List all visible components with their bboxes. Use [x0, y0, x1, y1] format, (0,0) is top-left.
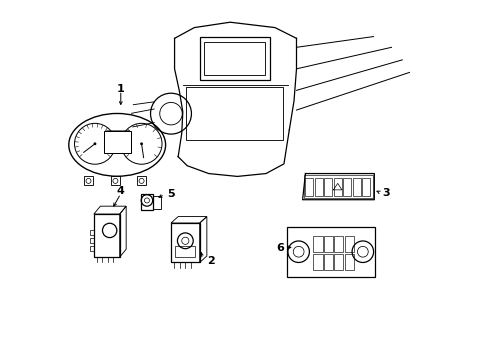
Bar	[153, 196, 160, 209]
Bar	[94, 214, 120, 257]
Bar	[84, 176, 93, 185]
Text: 4: 4	[117, 186, 124, 196]
Bar	[186, 87, 283, 140]
Bar	[137, 176, 145, 185]
Bar	[333, 178, 341, 196]
Bar	[344, 254, 353, 270]
Bar	[111, 176, 120, 185]
Bar	[344, 236, 353, 252]
Bar	[90, 238, 94, 243]
Text: 2: 2	[206, 256, 214, 266]
Bar	[313, 236, 322, 252]
Bar	[304, 175, 372, 198]
Bar	[333, 254, 343, 270]
Bar	[90, 230, 94, 235]
Bar	[203, 41, 265, 75]
Bar	[323, 236, 332, 252]
Circle shape	[140, 142, 142, 145]
Bar	[323, 254, 332, 270]
Text: 1: 1	[117, 84, 124, 94]
Bar	[199, 37, 269, 80]
Circle shape	[93, 142, 96, 145]
Bar	[343, 178, 350, 196]
Text: 5: 5	[167, 189, 175, 199]
Bar	[314, 178, 322, 196]
Bar	[286, 226, 374, 277]
Bar	[333, 236, 343, 252]
Bar	[313, 254, 322, 270]
Text: 6: 6	[276, 243, 284, 253]
Bar	[90, 246, 94, 251]
Bar	[324, 178, 332, 196]
Bar	[174, 246, 195, 257]
Bar	[171, 223, 199, 262]
Bar	[305, 178, 313, 196]
Bar	[361, 178, 369, 196]
Bar	[140, 194, 153, 210]
Bar	[352, 178, 360, 196]
Text: 3: 3	[382, 188, 389, 198]
Bar	[103, 131, 130, 153]
